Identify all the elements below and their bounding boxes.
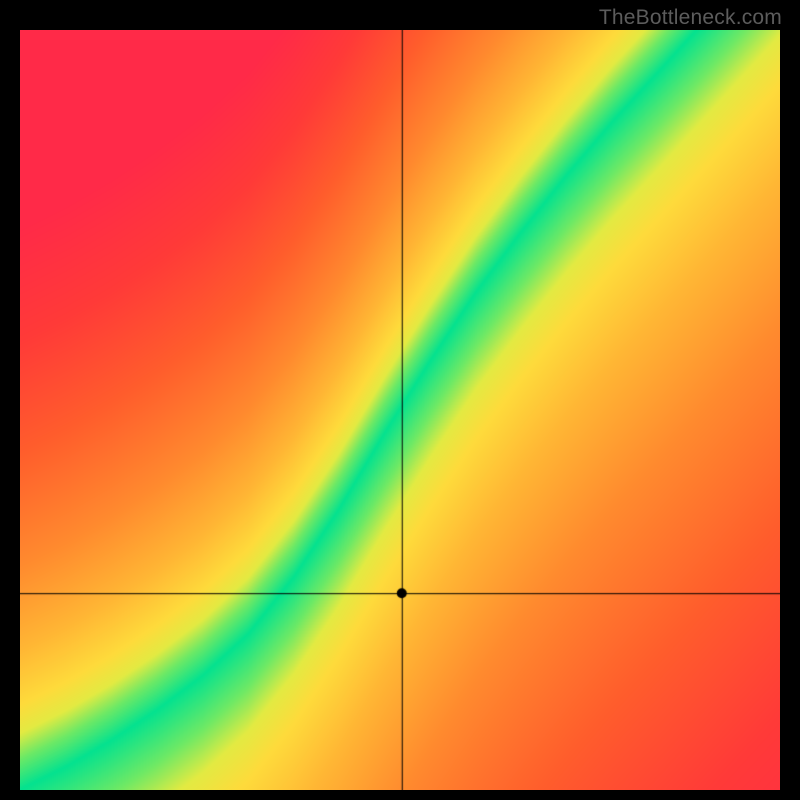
watermark-text: TheBottleneck.com (599, 6, 782, 30)
bottleneck-heatmap (20, 30, 780, 790)
